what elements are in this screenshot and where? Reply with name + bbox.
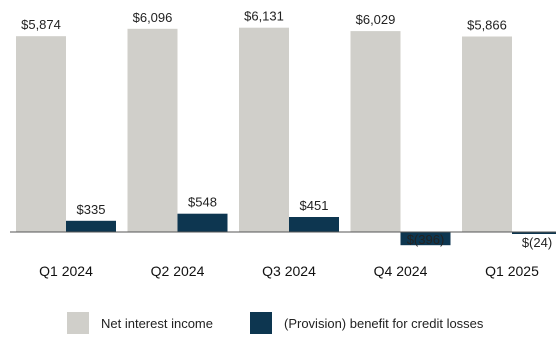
value-label-credit-losses-1: $548 [188, 195, 217, 210]
value-label-net-interest-income-1: $6,096 [133, 10, 173, 25]
bar-credit-losses-3 [400, 232, 451, 246]
value-label-net-interest-income-2: $6,131 [244, 9, 284, 24]
bar-net-interest-income-1 [127, 28, 178, 232]
category-label-0: Q1 2024 [39, 263, 93, 279]
category-label-4: Q1 2025 [485, 263, 539, 279]
legend-label-net-interest-income: Net interest income [101, 315, 213, 331]
value-labels-group: $5,874 $335 $6,096 $548 $6,131 $451 $6,029 $(39… [21, 9, 552, 250]
value-label-net-interest-income-3: $6,029 [356, 12, 396, 27]
value-label-net-interest-income-0: $5,874 [21, 17, 61, 32]
bar-credit-losses-0 [66, 220, 116, 232]
legend-swatch-net-interest-income [67, 312, 89, 334]
legend-label-credit-losses: (Provision) benefit for credit losses [284, 315, 484, 331]
bar-credit-losses-1 [177, 213, 228, 232]
legend-item-net-interest-income: Net interest income [67, 312, 213, 334]
bar-net-interest-income-2 [239, 27, 289, 233]
bar-net-interest-income-0 [16, 36, 66, 233]
bar-net-interest-income-4 [462, 36, 512, 232]
category-label-2: Q3 2024 [262, 263, 316, 279]
value-label-credit-losses-3: $(396) [407, 232, 445, 247]
legend-swatch-credit-losses [250, 312, 272, 334]
bar-net-interest-income-3 [350, 31, 401, 232]
value-label-net-interest-income-4: $5,866 [467, 18, 507, 33]
bar-credit-losses-2 [289, 217, 339, 232]
bars-group [16, 27, 556, 246]
legend: Net interest income (Provision) benefit … [0, 312, 556, 334]
category-labels-group: Q1 2024 Q2 2024 Q3 2024 Q4 2024 Q1 2025 [39, 263, 539, 279]
legend-item-credit-losses: (Provision) benefit for credit losses [250, 312, 483, 334]
value-label-credit-losses-4: $(24) [522, 235, 552, 250]
category-label-3: Q4 2024 [374, 263, 428, 279]
bar-credit-losses-4 [512, 232, 556, 234]
category-label-1: Q2 2024 [151, 263, 205, 279]
value-label-credit-losses-2: $451 [300, 198, 329, 213]
value-label-credit-losses-0: $335 [77, 202, 106, 217]
